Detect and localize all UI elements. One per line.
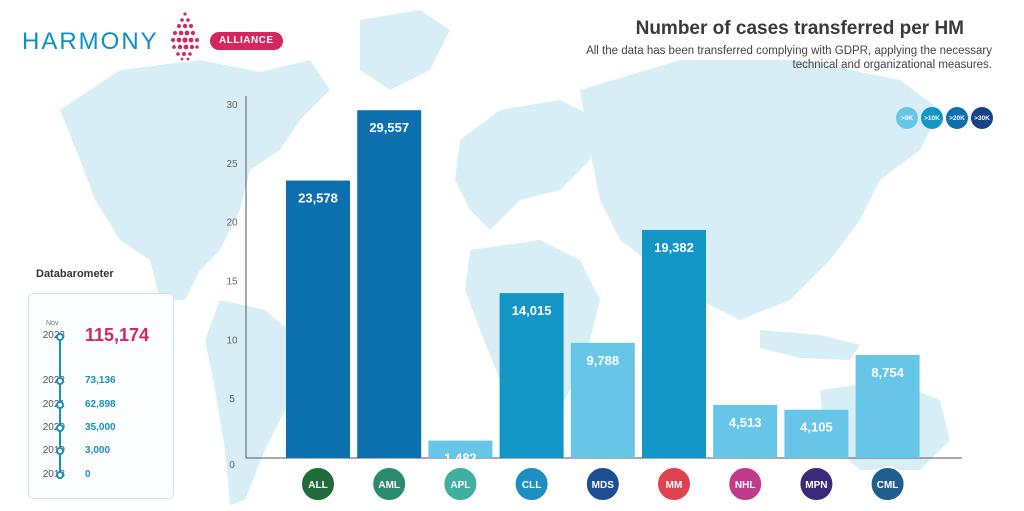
- legend-chip: >30K: [971, 107, 993, 129]
- current-total: 115,174: [85, 325, 150, 345]
- x-tick-label: MM: [666, 480, 683, 491]
- databarometer-card: [28, 293, 174, 499]
- bar-value-label: 29,557: [369, 120, 409, 135]
- current-month: Nov: [46, 320, 59, 327]
- timeline-dot: [56, 377, 64, 385]
- x-tick-label: CLL: [522, 480, 541, 491]
- x-tick-label: MPN: [805, 480, 827, 491]
- timeline-dot: [56, 401, 64, 409]
- bar: [357, 110, 422, 458]
- bar: [784, 409, 849, 458]
- legend: >0K >10K >20K >30K: [896, 107, 993, 129]
- bar: [642, 229, 706, 458]
- bar-value-label: 23,578: [298, 191, 338, 206]
- timeline-row: 2020 35,000: [28, 421, 174, 435]
- category-badge: [584, 466, 621, 502]
- category-badge: [869, 466, 906, 502]
- y-tick-label: 25: [226, 159, 238, 170]
- bar-value-label: 4,513: [729, 415, 762, 430]
- category-badge: [513, 466, 550, 502]
- legend-chip: >20K: [946, 107, 968, 129]
- chart-subtitle: All the data has been transferred comply…: [586, 45, 992, 71]
- category-badge: [727, 466, 764, 502]
- timeline-dot: [56, 424, 64, 432]
- x-tick-label: NHL: [735, 480, 756, 491]
- y-tick-label: 15: [226, 277, 238, 288]
- bar-value-label: 9,788: [587, 353, 620, 368]
- bar: [286, 180, 350, 458]
- bar-value-label: 4,105: [800, 420, 833, 435]
- timeline-value: 3,000: [85, 445, 111, 456]
- timeline-dot: [56, 333, 64, 341]
- timeline-year: 2018: [42, 469, 65, 480]
- timeline-year: 2022: [42, 375, 65, 386]
- timeline-row: 2021 62,898: [28, 398, 174, 412]
- timeline-year: 2021: [42, 399, 65, 410]
- x-tick-label: AML: [378, 480, 400, 491]
- timeline-row: 2019 3,000: [28, 444, 174, 458]
- category-badge: [656, 466, 692, 502]
- bar: [713, 404, 778, 458]
- y-tick-label: 5: [229, 394, 235, 405]
- chart-title: Number of cases transferred per HM: [635, 18, 964, 39]
- category-badge: [442, 466, 479, 502]
- bar: [499, 293, 564, 458]
- timeline-value: 73,136: [85, 375, 116, 386]
- bar-value-label: 1,482: [444, 451, 477, 466]
- legend-chip: >10K: [921, 107, 943, 129]
- y-tick-label: 10: [226, 335, 238, 346]
- timeline-dot: [56, 447, 64, 455]
- timeline-value: 0: [85, 469, 91, 480]
- y-tick-label: 30: [226, 100, 238, 111]
- bar: [570, 342, 635, 458]
- logo-badge: ALLIANCE: [210, 32, 283, 50]
- x-tick-label: MDS: [592, 480, 615, 491]
- category-badge: [371, 466, 408, 502]
- x-tick-label: APL: [450, 480, 470, 491]
- timeline-dot: [56, 471, 64, 479]
- y-tick-label: 0: [229, 460, 235, 471]
- bar-value-label: 8,754: [871, 365, 904, 380]
- y-tick-label: 20: [226, 218, 238, 229]
- legend-chip: >0K: [896, 107, 918, 129]
- timeline-year: 2020: [42, 422, 65, 433]
- category-badge: [300, 466, 336, 502]
- timeline-value: 62,898: [85, 399, 116, 410]
- x-tick-label: CML: [877, 480, 899, 491]
- harmony-alliance-logo[interactable]: HARMONY ALLIANCE: [22, 4, 292, 64]
- bar-value-label: 19,382: [654, 240, 694, 255]
- bar: [855, 354, 920, 458]
- timeline-row: 2018 0: [28, 468, 174, 482]
- bar-value-label: 14,015: [512, 303, 552, 318]
- current-year: 2023: [42, 330, 65, 341]
- logo-wordmark: HARMONY: [22, 28, 159, 55]
- timeline-value: 35,000: [85, 422, 116, 433]
- timeline-year: 2019: [42, 445, 65, 456]
- databarometer-title: Databarometer: [36, 268, 114, 280]
- drop-icon: [171, 12, 199, 61]
- bar: [428, 440, 493, 458]
- x-tick-label: ALL: [308, 480, 327, 491]
- timeline-row: 2022 73,136: [28, 374, 174, 388]
- category-badge: [798, 466, 835, 502]
